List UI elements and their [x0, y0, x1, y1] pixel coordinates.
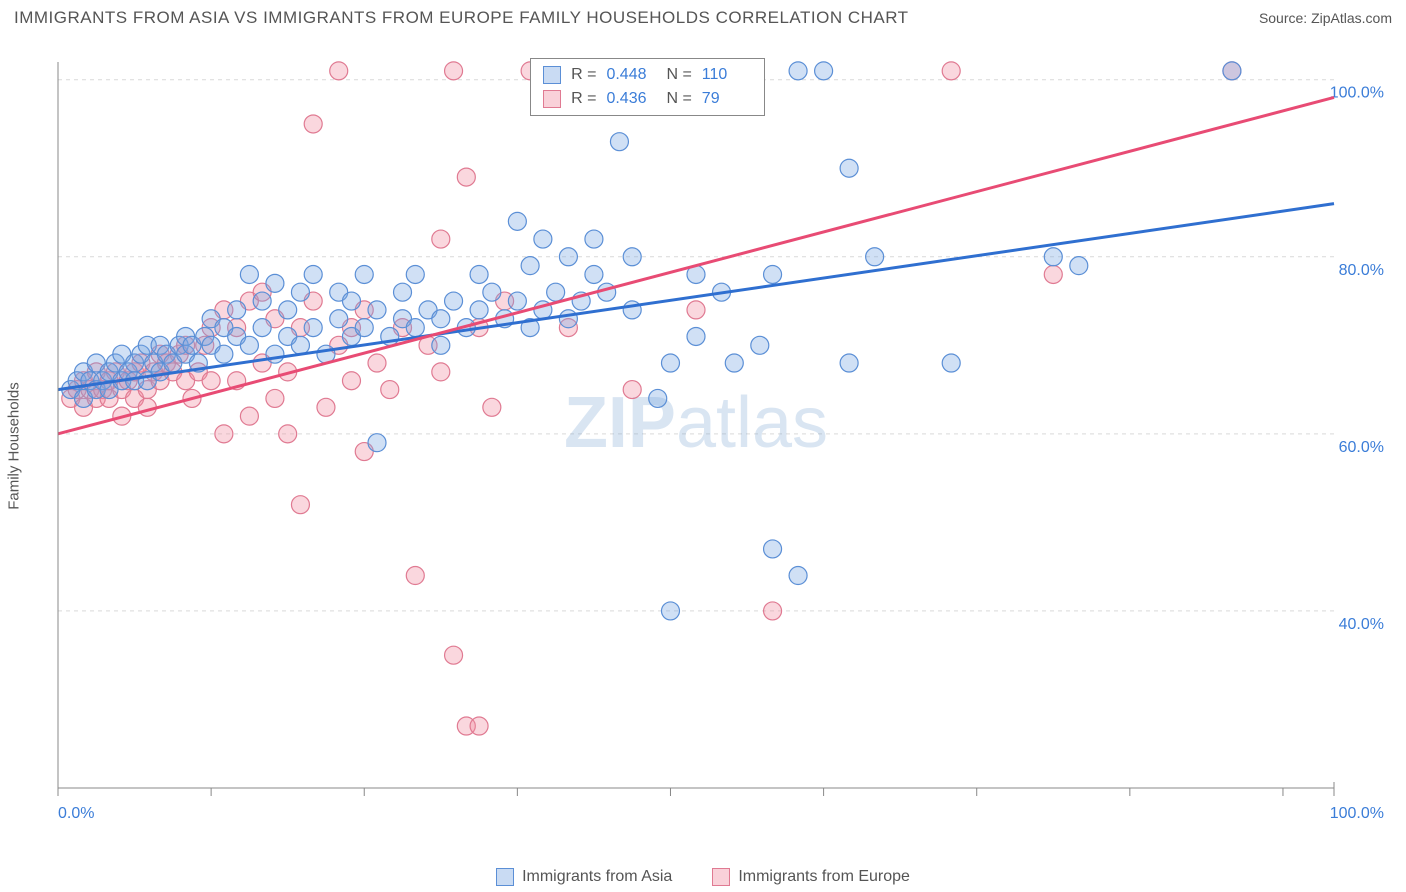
- r-label: R =: [571, 63, 596, 87]
- legend-bottom: Immigrants from Asia Immigrants from Eur…: [0, 868, 1406, 886]
- svg-text:80.0%: 80.0%: [1339, 262, 1384, 279]
- r-label: R =: [571, 87, 596, 111]
- y-axis-label: Family Households: [6, 382, 23, 510]
- correlation-box: R = 0.448 N = 110 R = 0.436 N = 79: [530, 58, 765, 116]
- correlation-row: R = 0.448 N = 110: [543, 63, 752, 87]
- svg-text:ZIPatlas: ZIPatlas: [564, 383, 828, 463]
- r-value: 0.448: [606, 63, 656, 87]
- r-value: 0.436: [606, 87, 656, 111]
- correlation-swatch: [543, 90, 561, 108]
- svg-text:0.0%: 0.0%: [58, 805, 94, 822]
- n-label: N =: [666, 87, 691, 111]
- correlation-row: R = 0.436 N = 79: [543, 87, 752, 111]
- svg-text:60.0%: 60.0%: [1339, 439, 1384, 456]
- n-value: 110: [702, 63, 752, 87]
- chart-header: IMMIGRANTS FROM ASIA VS IMMIGRANTS FROM …: [0, 0, 1406, 34]
- legend-label-europe: Immigrants from Europe: [738, 868, 910, 886]
- chart-container: 40.0% 60.0% 80.0% 100.0% ZIPatlas 0.0% 100.0%: [50, 44, 1390, 836]
- svg-text:100.0%: 100.0%: [1330, 85, 1384, 102]
- svg-text:100.0%: 100.0%: [1330, 805, 1384, 822]
- scatter-chart: 40.0% 60.0% 80.0% 100.0% ZIPatlas 0.0% 100.0%: [50, 44, 1390, 836]
- n-label: N =: [666, 63, 691, 87]
- legend-swatch-asia: [496, 868, 514, 886]
- legend-item-europe: Immigrants from Europe: [712, 868, 910, 886]
- chart-source: Source: ZipAtlas.com: [1259, 10, 1392, 26]
- chart-title: IMMIGRANTS FROM ASIA VS IMMIGRANTS FROM …: [14, 8, 909, 28]
- svg-text:40.0%: 40.0%: [1339, 616, 1384, 633]
- legend-item-asia: Immigrants from Asia: [496, 868, 672, 886]
- legend-label-asia: Immigrants from Asia: [522, 868, 672, 886]
- legend-swatch-europe: [712, 868, 730, 886]
- n-value: 79: [702, 87, 752, 111]
- correlation-swatch: [543, 66, 561, 84]
